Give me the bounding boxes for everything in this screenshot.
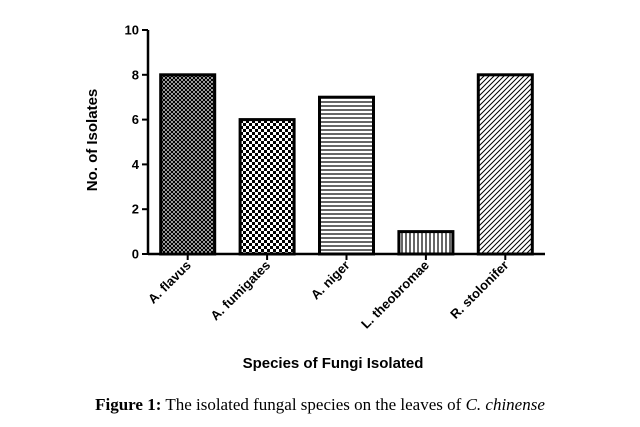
caption-species: C. chinense xyxy=(465,395,545,414)
y-tick-label: 2 xyxy=(132,202,139,217)
bar-a-fumigates xyxy=(238,118,296,256)
y-tick-label: 10 xyxy=(125,23,139,38)
figure-caption: Figure 1: The isolated fungal species on… xyxy=(0,395,640,415)
x-tick-label: R. stolonifer xyxy=(447,258,511,322)
caption-label: Figure 1: xyxy=(95,395,162,414)
bar-a-flavus xyxy=(159,73,217,256)
y-tick-label: 8 xyxy=(132,67,139,82)
bar-l-theobromae xyxy=(397,230,455,256)
bar-a-niger xyxy=(318,95,375,256)
caption-text: The isolated fungal species on the leave… xyxy=(161,395,466,414)
x-tick-label: L. theobromae xyxy=(358,258,432,332)
bar-r-stolonifer xyxy=(476,73,534,256)
x-tick-label: A. flavus xyxy=(145,258,194,307)
x-tick-label: A. fumigates xyxy=(207,258,273,324)
bars xyxy=(159,73,534,256)
x-axis-title: Species of Fungi Isolated xyxy=(243,355,424,372)
y-axis-title: No. of Isolates xyxy=(84,89,101,192)
x-tick-label: A. niger xyxy=(308,258,353,303)
y-tick-label: 6 xyxy=(132,112,139,127)
y-tick-label: 0 xyxy=(132,247,139,262)
bar-chart: 0 2 4 6 8 10 A. flavus A. fumigates A. niger L. t… xyxy=(84,23,545,372)
y-tick-label: 4 xyxy=(132,157,140,172)
